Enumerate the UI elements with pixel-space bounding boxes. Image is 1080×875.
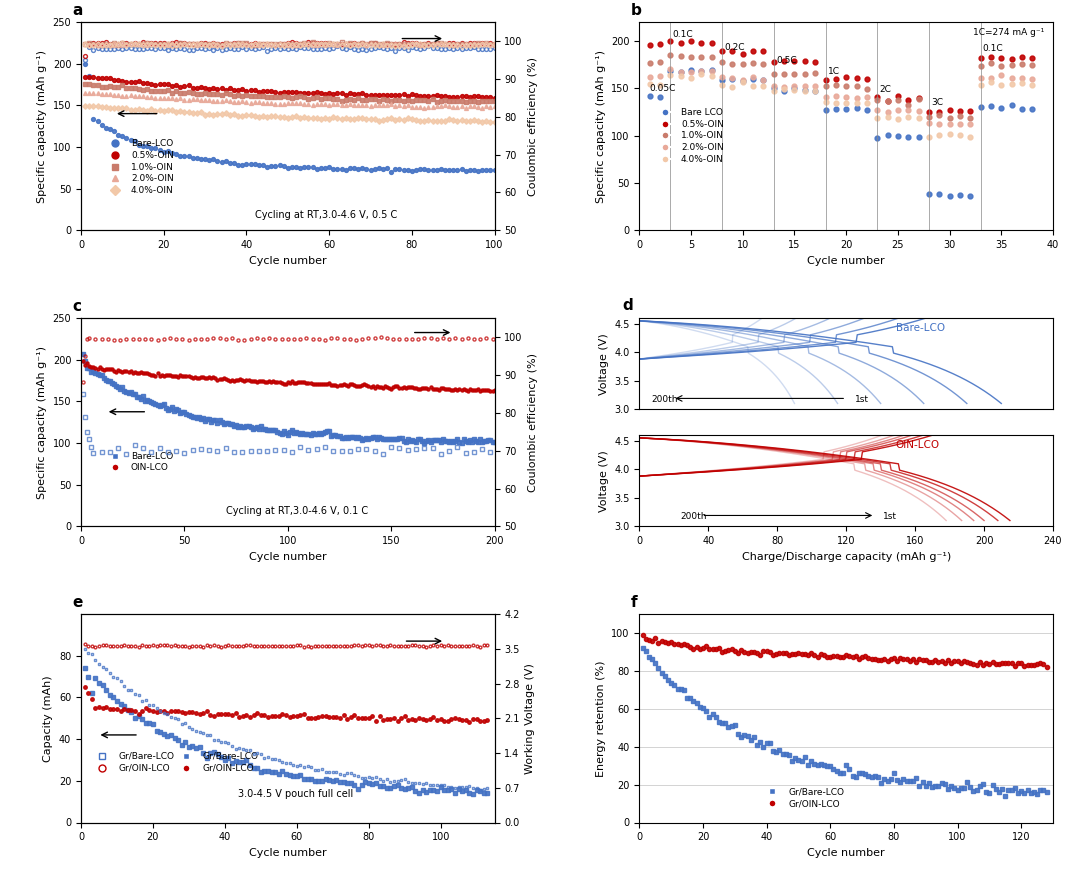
Y-axis label: Voltage (V): Voltage (V): [598, 332, 609, 395]
X-axis label: Cycle number: Cycle number: [808, 255, 885, 266]
Text: 0.1C: 0.1C: [673, 30, 693, 38]
Legend: Bare LCO, 0.5%-OIN, 1.0%-OIN, 2.0%-OIN, 4.0%-OIN: Bare LCO, 0.5%-OIN, 1.0%-OIN, 2.0%-OIN, …: [652, 104, 728, 167]
Y-axis label: Capacity (mAh): Capacity (mAh): [43, 675, 53, 761]
Text: 1st: 1st: [883, 512, 897, 522]
Text: 200th: 200th: [680, 512, 707, 522]
Y-axis label: Working Voltage (V): Working Voltage (V): [525, 663, 536, 774]
Y-axis label: Coulombic efficiency (%): Coulombic efficiency (%): [528, 57, 538, 196]
Legend: Bare-LCO, 0.5%-OIN, 1.0%-OIN, 2.0%-OIN, 4.0%-OIN: Bare-LCO, 0.5%-OIN, 1.0%-OIN, 2.0%-OIN, …: [102, 136, 177, 199]
Y-axis label: Voltage (V): Voltage (V): [598, 450, 609, 512]
Text: 3.0-4.5 V pouch full cell: 3.0-4.5 V pouch full cell: [239, 789, 353, 800]
X-axis label: Cycle number: Cycle number: [808, 848, 885, 858]
Text: Bare-LCO: Bare-LCO: [895, 323, 945, 332]
Y-axis label: Coulombic efficiency (%): Coulombic efficiency (%): [528, 353, 538, 492]
Y-axis label: Energy retention (%): Energy retention (%): [596, 660, 606, 776]
Y-axis label: Specific capacity (mAh g⁻¹): Specific capacity (mAh g⁻¹): [37, 346, 48, 499]
Text: 0.2C: 0.2C: [725, 43, 745, 52]
Text: 200th: 200th: [652, 396, 678, 404]
Text: Cycling at RT,3.0-4.6 V, 0.1 C: Cycling at RT,3.0-4.6 V, 0.1 C: [226, 506, 368, 516]
Text: e: e: [72, 595, 83, 610]
Y-axis label: Specific capacity (mAh g⁻¹): Specific capacity (mAh g⁻¹): [595, 50, 606, 203]
Text: OIN-LCO: OIN-LCO: [895, 440, 940, 450]
Text: 0.5C: 0.5C: [775, 55, 797, 65]
Text: 2C: 2C: [879, 85, 891, 94]
Text: 1C: 1C: [827, 66, 839, 76]
Text: 1C=274 mA g⁻¹: 1C=274 mA g⁻¹: [973, 28, 1044, 37]
X-axis label: Cycle number: Cycle number: [249, 255, 326, 266]
Legend: Bare-LCO, OIN-LCO: Bare-LCO, OIN-LCO: [102, 448, 177, 476]
Legend: Gr/Bare-LCO, Gr/OIN-LCO, Gr/Bare-LCO, Gr/OIN-LCO: Gr/Bare-LCO, Gr/OIN-LCO, Gr/Bare-LCO, Gr…: [90, 748, 262, 776]
Text: b: b: [631, 3, 642, 18]
X-axis label: Cycle number: Cycle number: [249, 552, 326, 562]
Text: Cycling at RT,3.0-4.6 V, 0.5 C: Cycling at RT,3.0-4.6 V, 0.5 C: [255, 210, 397, 220]
Text: a: a: [72, 3, 83, 18]
Text: 1st: 1st: [854, 396, 868, 404]
Text: c: c: [72, 298, 82, 314]
Text: 0.1C: 0.1C: [983, 44, 1003, 53]
Y-axis label: Specific capacity (mAh g⁻¹): Specific capacity (mAh g⁻¹): [37, 50, 48, 203]
Text: f: f: [631, 595, 637, 610]
Text: 0.05C: 0.05C: [650, 84, 676, 93]
Text: 3C: 3C: [931, 98, 943, 107]
X-axis label: Cycle number: Cycle number: [249, 848, 326, 858]
Text: d: d: [623, 298, 634, 313]
Legend: Gr/Bare-LCO, Gr/OIN-LCO: Gr/Bare-LCO, Gr/OIN-LCO: [759, 784, 848, 812]
X-axis label: Charge/Discharge capacity (mAh g⁻¹): Charge/Discharge capacity (mAh g⁻¹): [742, 552, 950, 562]
